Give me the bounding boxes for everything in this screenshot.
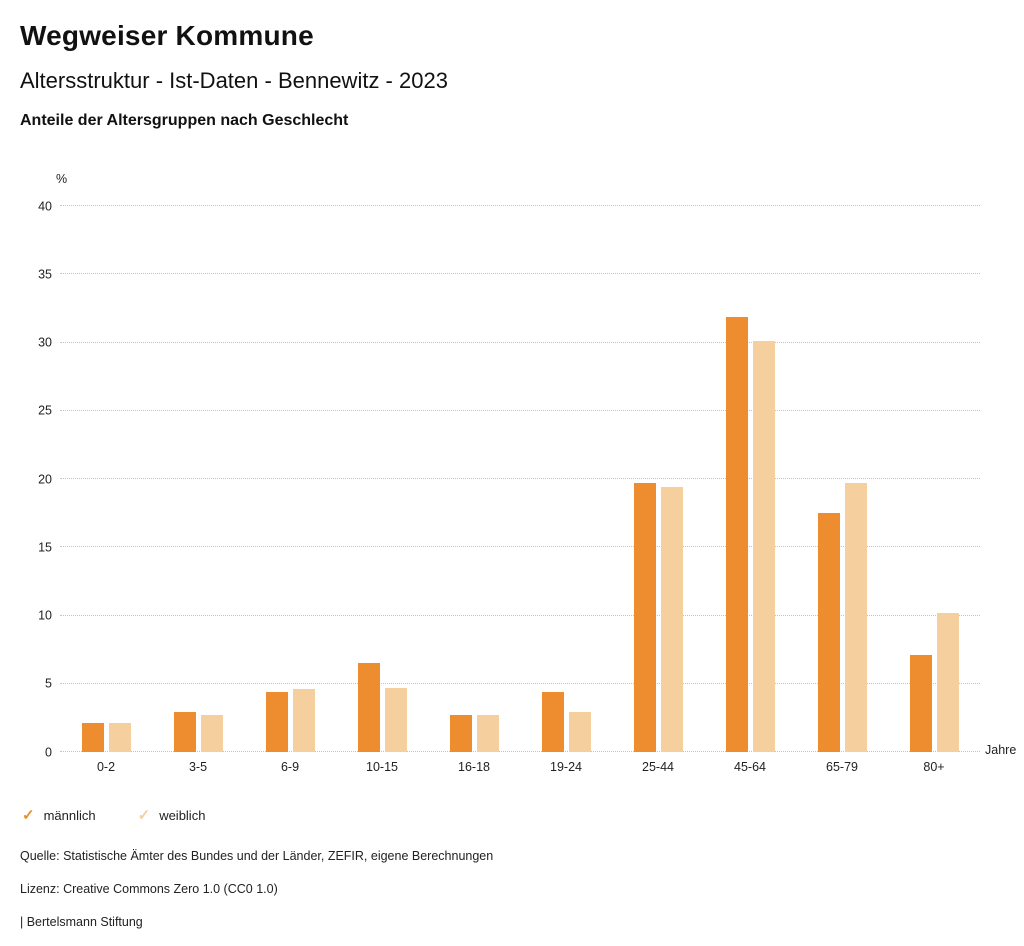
bar-weiblich-80+ — [936, 612, 959, 752]
bar-weiblich-25-44 — [660, 487, 683, 752]
bar-weiblich-16-18 — [476, 715, 499, 752]
bar-group-65-79: 65-79 — [817, 206, 867, 773]
x-tick-label-80+: 80+ — [923, 760, 945, 774]
gridline-40 — [60, 205, 980, 206]
x-tick-label-0-2: 0-2 — [96, 760, 116, 774]
bar-männlich-25-44 — [633, 483, 656, 752]
y-tick-label-0: 0 — [45, 744, 52, 759]
bar-group-3-5: 3-5 — [173, 206, 223, 773]
plot-area: 0 5 10 15 20 25 30 35 40 0-2 3-5 6-9 10-15 16-18 19-24… — [38, 200, 980, 773]
bar-männlich-6-9 — [265, 691, 288, 752]
gridline-35 — [60, 273, 980, 275]
bar-weiblich-6-9 — [292, 689, 315, 752]
bar-group-19-24: 19-24 — [541, 206, 591, 773]
bar-group-45-64: 45-64 — [725, 206, 775, 773]
bar-weiblich-0-2 — [108, 723, 131, 752]
bar-group-25-44: 25-44 — [633, 206, 683, 773]
bar-group-0-2: 0-2 — [81, 206, 131, 773]
bar-männlich-80+ — [909, 655, 932, 752]
y-tick-label-15: 15 — [38, 540, 52, 554]
bar-männlich-0-2 — [81, 723, 104, 752]
bar-group-6-9: 6-9 — [265, 206, 315, 773]
x-tick-label-19-24: 19-24 — [550, 760, 582, 774]
bar-weiblich-3-5 — [200, 715, 223, 752]
bar-weiblich-65-79 — [844, 483, 867, 752]
chart-legend: ✓ männlich ✓ weiblich — [22, 808, 1004, 823]
gridline-25 — [60, 409, 980, 411]
legend-label: weiblich — [159, 808, 206, 823]
legend-item-weiblich[interactable]: ✓ weiblich — [138, 808, 206, 823]
x-tick-label-16-18: 16-18 — [458, 760, 490, 774]
legend-item-männlich[interactable]: ✓ männlich — [22, 808, 96, 823]
source-text: Quelle: Statistische Ämter des Bundes un… — [20, 849, 494, 863]
y-tick-label-25: 25 — [38, 403, 52, 418]
y-tick-label-10: 10 — [38, 608, 52, 623]
x-tick-label-65-79: 65-79 — [826, 760, 858, 774]
y-tick-label-30: 30 — [38, 335, 52, 350]
y-tick-label-35: 35 — [38, 267, 52, 281]
bar-männlich-19-24 — [541, 691, 564, 752]
y-axis-unit-label: % — [56, 172, 68, 186]
bar-group-16-18: 16-18 — [449, 206, 499, 773]
gridline-20 — [60, 478, 980, 479]
y-tick-label-5: 5 — [45, 676, 52, 691]
x-tick-label-25-44: 25-44 — [642, 760, 674, 774]
gridline-5 — [60, 682, 980, 684]
gridline-10 — [60, 614, 980, 616]
x-axis-unit-label: Jahre — [985, 743, 1017, 757]
bar-groups: 0-2 3-5 6-9 10-15 16-18 19-24 25-44 45-64 65-79 8… — [60, 206, 980, 773]
check-icon: ✓ — [22, 807, 35, 824]
gridline-30 — [60, 341, 980, 343]
y-tick-label-40: 40 — [38, 198, 52, 213]
bar-weiblich-19-24 — [568, 712, 591, 752]
chart-heading: Anteile der Altersgruppen nach Geschlech… — [20, 112, 349, 129]
license-text: Lizenz: Creative Commons Zero 1.0 (CC0 1… — [20, 882, 278, 896]
bar-chart: % 0 5 10 15 20 25 30 35 40 0-2 3-5 6-9 10-15 16-18 19-… — [20, 172, 1016, 784]
bar-weiblich-45-64 — [752, 341, 775, 752]
bar-group-10-15: 10-15 — [357, 206, 407, 773]
bar-männlich-16-18 — [449, 715, 472, 752]
y-tick-label-20: 20 — [38, 471, 52, 486]
bar-weiblich-10-15 — [384, 687, 407, 752]
x-tick-label-45-64: 45-64 — [734, 760, 766, 774]
chart-subtitle: Altersstruktur - Ist-Daten - Bennewitz -… — [20, 68, 448, 93]
legend-label: männlich — [43, 808, 96, 823]
page-title: Wegweiser Kommune — [20, 20, 314, 51]
x-tick-label-3-5: 3-5 — [188, 760, 208, 774]
bar-männlich-10-15 — [357, 663, 380, 752]
bar-männlich-65-79 — [817, 513, 840, 752]
attribution-text: | Bertelsmann Stiftung — [20, 915, 143, 929]
gridline-0 — [60, 751, 980, 752]
x-tick-label-10-15: 10-15 — [366, 760, 398, 774]
bar-männlich-3-5 — [173, 712, 196, 752]
x-tick-label-6-9: 6-9 — [280, 760, 300, 774]
check-icon: ✓ — [137, 807, 151, 824]
bar-group-80+: 80+ — [909, 206, 959, 773]
gridline-15 — [60, 546, 980, 548]
bar-männlich-45-64 — [725, 316, 748, 752]
